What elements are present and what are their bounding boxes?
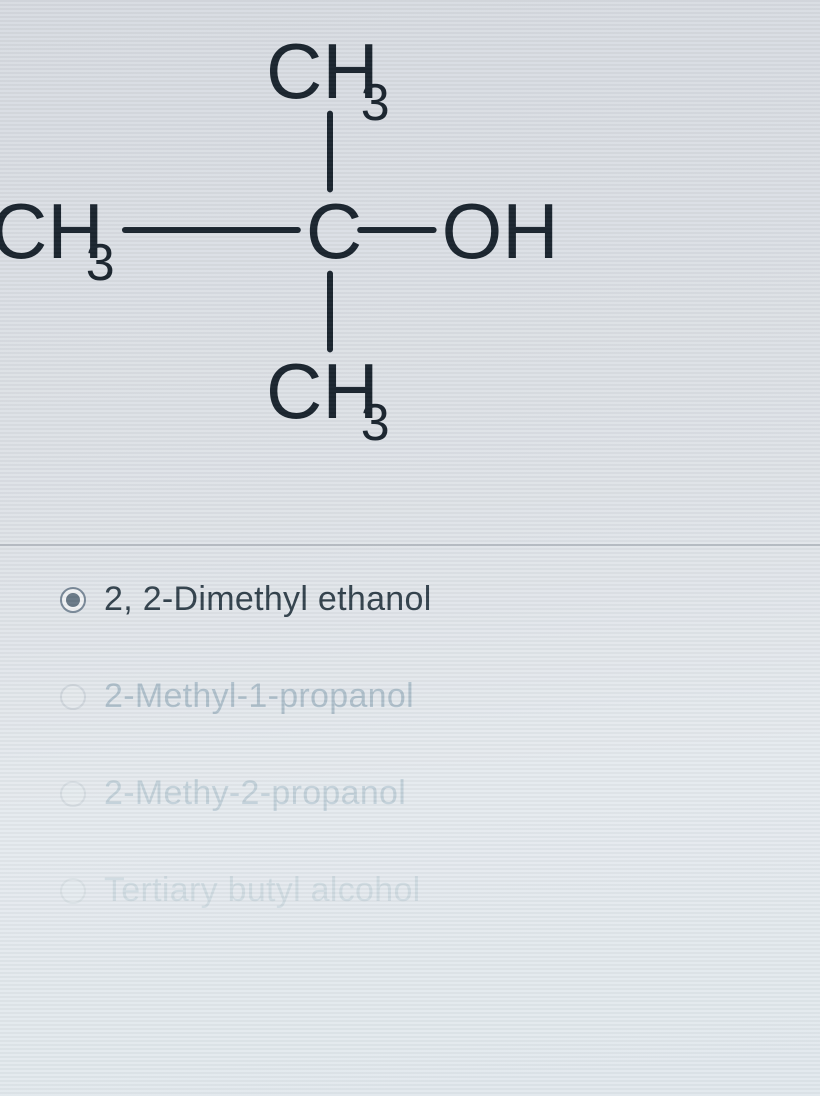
radio-icon[interactable]: [60, 684, 86, 710]
section-divider: [0, 544, 820, 546]
svg-text:3: 3: [361, 74, 390, 132]
answer-option-1[interactable]: 2-Methyl-1-propanol: [60, 677, 760, 716]
chemical-structure: CH3CH3COHCH3: [0, 0, 820, 460]
answer-option-0[interactable]: 2, 2-Dimethyl ethanol: [60, 580, 760, 619]
svg-text:C: C: [306, 187, 362, 275]
answer-option-3[interactable]: Tertiary butyl alcohol: [60, 871, 760, 910]
atom-label-center: C: [306, 187, 362, 275]
option-label: 2, 2-Dimethyl ethanol: [104, 580, 432, 619]
option-label: Tertiary butyl alcohol: [104, 871, 421, 910]
option-label: 2-Methyl-1-propanol: [104, 677, 414, 716]
radio-icon[interactable]: [60, 781, 86, 807]
answer-option-2[interactable]: 2-Methy-2-propanol: [60, 774, 760, 813]
svg-text:3: 3: [361, 394, 390, 452]
atom-label-bottom: CH3: [266, 347, 390, 452]
atom-label-right: OH: [442, 187, 559, 275]
atom-label-left: CH3: [0, 187, 115, 292]
svg-text:3: 3: [86, 234, 115, 292]
radio-icon[interactable]: [60, 587, 86, 613]
answer-options: 2, 2-Dimethyl ethanol 2-Methyl-1-propanol…: [60, 580, 760, 968]
option-label: 2-Methy-2-propanol: [104, 774, 406, 813]
radio-icon[interactable]: [60, 878, 86, 904]
svg-text:OH: OH: [442, 187, 559, 275]
